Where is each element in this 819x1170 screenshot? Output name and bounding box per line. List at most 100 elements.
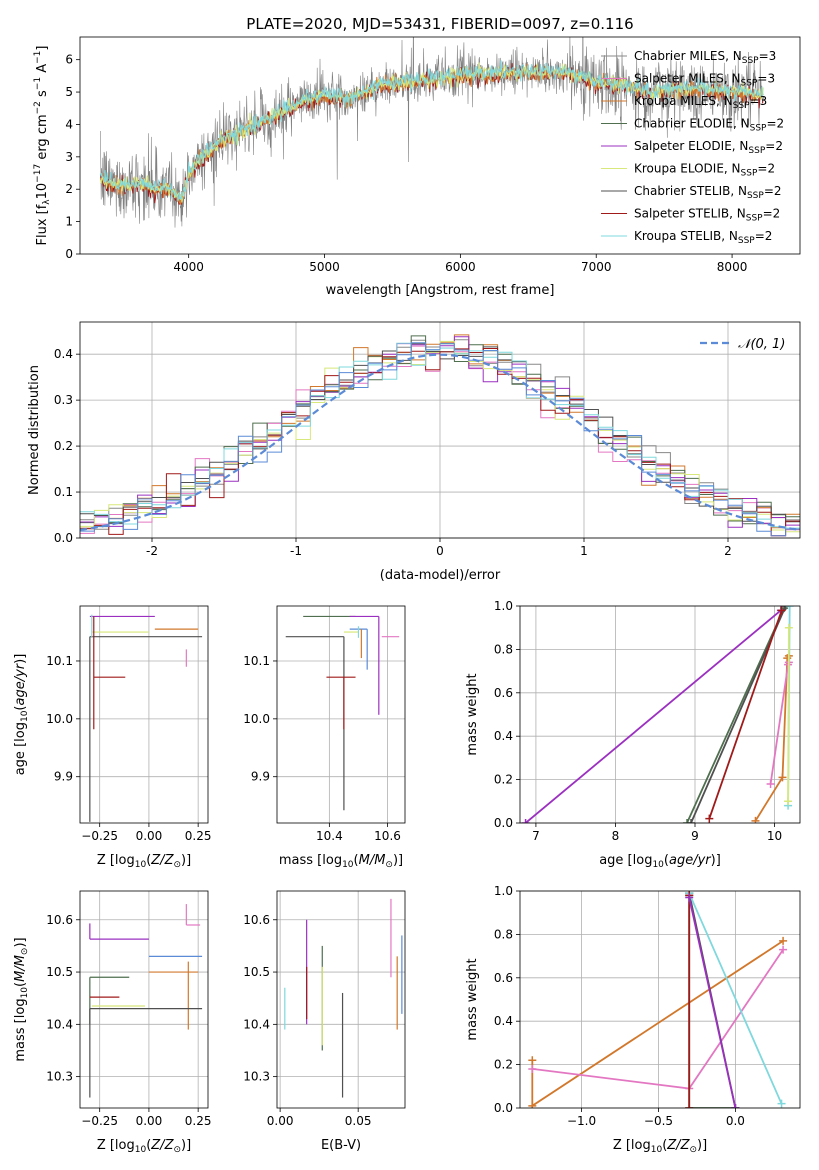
weight-marker <box>687 819 696 823</box>
label-part: =2 <box>765 139 783 153</box>
label-part: Salpeter MILES, N <box>634 72 741 86</box>
spectrum-axes: 4000 5000 6000 7000 8000 0 1 2 3 4 5 6 wavelength [A… <box>33 36 801 298</box>
label-part: ] <box>35 46 50 51</box>
mass_vs_EBV-xtick-label: 0.05 <box>345 1114 372 1128</box>
age_vs_Z-ylabel: age [log10(age/yr)] <box>13 654 30 776</box>
subscript: ⊙ <box>689 1145 697 1155</box>
subscript: 10 <box>135 1145 147 1155</box>
spectrum-legend: Chabrier MILES, NSSP=3 Salpeter MILES, N S… <box>601 49 784 246</box>
subscript: 10 <box>342 860 354 870</box>
label-part: age [log <box>13 722 28 775</box>
weight_vs_Z-ytick-label: 0.0 <box>494 1101 513 1115</box>
mass_vs_EBV-axes: 0.00 0.05 10.3 10.4 10.5 10.6 E(B-V) <box>243 890 406 1153</box>
subscript: SSP <box>747 191 764 201</box>
age_vs_Z-grid <box>80 606 208 823</box>
weight_vs_Z-grid <box>520 890 800 1109</box>
weight_vs_Z-plot-area <box>528 891 788 1108</box>
subscript: SSP <box>738 236 755 246</box>
spectrum-ytick-label: 5 <box>65 85 73 99</box>
spectrum-ticks: 4000 5000 6000 7000 8000 0 1 2 3 4 5 6 <box>65 53 747 274</box>
residuals-xtick-label: -2 <box>146 544 158 558</box>
age_vs_mass-plot-area <box>285 615 400 811</box>
label-part: =2 <box>755 229 773 243</box>
mass_vs_Z-ytick-label: 10.4 <box>46 1017 73 1031</box>
weight-marker <box>777 1099 786 1108</box>
label-part: =3 <box>759 49 777 63</box>
age_vs_mass-xlabel: mass [log10(M/M⊙)] <box>279 853 403 870</box>
age_vs_mass-ytick-label: 9.9 <box>251 770 270 784</box>
weight-marker <box>528 1056 537 1065</box>
weight_vs_Z-ylabel: mass weight <box>465 958 480 1040</box>
spectrum-xtick-label: 8000 <box>717 260 748 274</box>
label-part: mass [log <box>279 853 342 868</box>
spectrum-model-line <box>99 60 764 202</box>
subscript: SSP <box>748 146 765 156</box>
label-part: Chabrier ELODIE, N <box>634 117 750 131</box>
age_vs_mass-grid <box>277 606 405 823</box>
residuals-xtick-label: -1 <box>290 544 302 558</box>
age_vs_Z-ytick-label: 10.1 <box>46 654 73 668</box>
mass_vs_EBV-ytick-label: 10.3 <box>243 1070 270 1084</box>
histogram-step <box>80 342 800 537</box>
label-part: Z/Z <box>150 853 174 868</box>
mass_vs_EBV-xtick-label: 0.00 <box>267 1114 294 1128</box>
subscript: ⊙ <box>173 1145 181 1155</box>
residuals-ytick-label: 0.2 <box>54 439 73 453</box>
label-part: )] <box>13 937 28 947</box>
label-part: Z [log <box>613 1138 651 1153</box>
weight_vs_Z-ytick-label: 0.8 <box>494 927 513 941</box>
label-part: )] <box>393 853 403 868</box>
label-part: erg cm <box>35 114 50 163</box>
weight_vs_age-plot-area <box>521 606 794 823</box>
mass_vs_Z-xtick-label: 0.25 <box>185 1114 212 1128</box>
label-part: Salpeter ELODIE, N <box>634 139 748 153</box>
label-part: ( <box>662 1138 667 1153</box>
weight_vs_Z-xtick-label: −0.5 <box>644 1114 673 1128</box>
label-part: mass [log <box>13 998 28 1061</box>
label-part: s <box>35 90 50 101</box>
weight_vs_Z-ytick-label: 0.4 <box>494 1014 513 1028</box>
weight_vs_Z-xlabel: Z [log10(Z/Z⊙)] <box>613 1138 707 1155</box>
legend-entry: Chabrier MILES, NSSP=3 <box>634 49 776 66</box>
label-part: ( <box>13 982 28 987</box>
spectrum-model-line <box>99 62 764 203</box>
mass_vs_EBV-plot-area <box>284 898 403 1098</box>
weight_vs_age-ytick-label: 0.4 <box>494 729 513 743</box>
weight_vs_Z-frame <box>519 890 801 1109</box>
age_vs_Z-ytick-label: 9.9 <box>54 770 73 784</box>
legend-entry: Kroupa MILES, NSSP=3 <box>634 94 767 111</box>
age_vs_mass-xtick-label: 10.4 <box>316 829 343 843</box>
legend-entry: Chabrier ELODIE, NSSP=2 <box>634 117 784 134</box>
label-part: =3 <box>750 94 768 108</box>
weight_vs_age-ylabel: mass weight <box>465 673 480 755</box>
superscript: −1 <box>33 77 43 90</box>
weight-marker <box>784 797 793 806</box>
label-part: )] <box>711 853 721 868</box>
weight-line <box>769 662 790 785</box>
residuals-ytick-label: 0.3 <box>54 393 73 407</box>
weight_vs_age-grid <box>520 605 800 824</box>
label-part: Z/Z <box>150 1138 174 1153</box>
weight_vs_age-ytick-label: 0.2 <box>494 773 513 787</box>
spectrum-xtick-label: 4000 <box>173 260 204 274</box>
spectrum-plot-area <box>99 37 764 228</box>
weight_vs_Z-ytick-label: 0.2 <box>494 1058 513 1072</box>
label-part: =3 <box>757 72 775 86</box>
age_vs_Z-ticks: −0.25 0.00 0.25 9.9 10.0 10.1 <box>46 654 211 843</box>
residuals-axes: -2 -1 0 1 2 0.0 0.1 0.2 0.3 0.4 (data-model)/error… <box>27 321 801 583</box>
mass_vs_EBV-ticks: 0.00 0.05 10.3 10.4 10.5 10.6 <box>243 913 371 1128</box>
subscript: 10 <box>135 860 147 870</box>
weight_vs_Z-xtick-label: −1.0 <box>567 1114 596 1128</box>
mass_vs_Z-frame <box>79 890 209 1109</box>
label-part: age [log <box>599 853 652 868</box>
age_vs_Z-plot-area <box>89 614 203 822</box>
mass_vs_Z-plot-area <box>89 904 203 1098</box>
residuals-frame <box>79 321 801 539</box>
age_vs_mass-ytick-label: 10.1 <box>243 654 270 668</box>
mass_vs_Z-xtick-label: −0.25 <box>81 1114 118 1128</box>
label-part: age/yr <box>669 853 712 868</box>
residuals-ytick-label: 0.4 <box>54 347 73 361</box>
subscript: ⊙ <box>385 860 393 870</box>
weight-marker <box>528 1064 537 1073</box>
weight_vs_age-ticks: 7 8 9 10 0.0 0.2 0.4 0.6 0.8 1.0 <box>494 599 782 843</box>
